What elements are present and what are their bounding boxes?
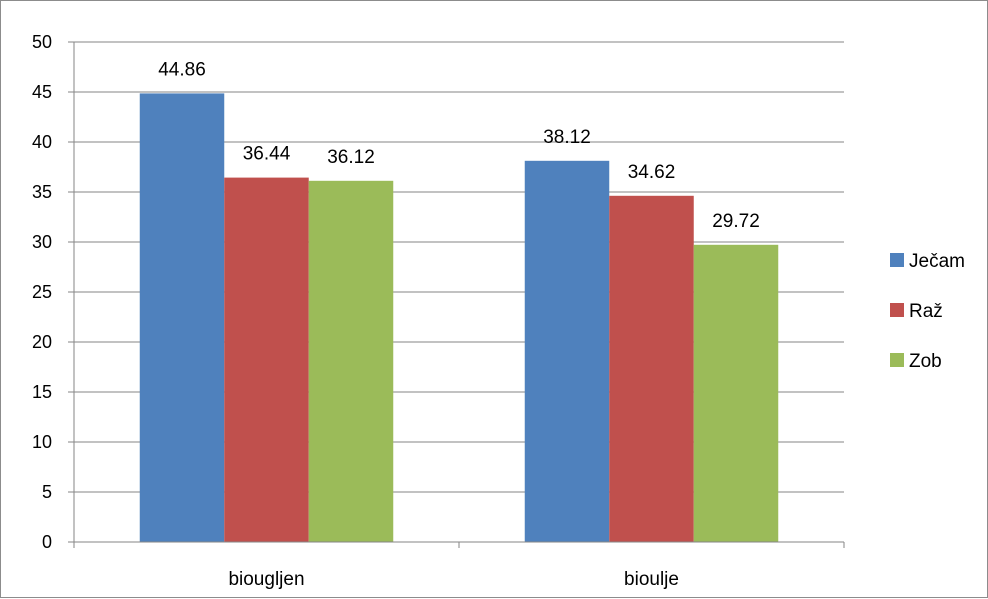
y-tick-label: 50	[32, 32, 52, 52]
legend-label: Raž	[909, 301, 943, 322]
y-tick-label: 0	[42, 532, 52, 552]
y-tick-label: 10	[32, 432, 52, 452]
data-label: 36.12	[327, 147, 375, 168]
y-tick-label: 25	[32, 282, 52, 302]
legend-swatch	[890, 253, 904, 267]
y-tick-label: 15	[32, 382, 52, 402]
legend: Ječam Raž Zob	[890, 251, 965, 372]
data-label: 36.44	[243, 144, 291, 165]
legend-label: Zob	[909, 351, 942, 372]
y-tick-label: 20	[32, 332, 52, 352]
axes	[68, 41, 845, 548]
data-label: 34.62	[628, 162, 676, 183]
bar	[224, 177, 309, 542]
legend-swatch	[890, 353, 904, 367]
x-category-label: bioulje	[624, 569, 679, 590]
data-label: 38.12	[543, 127, 591, 148]
data-label: 44.86	[158, 59, 206, 80]
bar	[139, 93, 225, 543]
bar	[308, 180, 394, 543]
legend-swatch	[890, 303, 904, 317]
data-label: 29.72	[712, 211, 760, 232]
bar	[693, 244, 779, 543]
labels: 0 5 10 15 20 25 30 35 40 45 50 44.86 36.44 36.12 bioug…	[32, 32, 760, 590]
legend-label: Ječam	[909, 251, 965, 272]
y-tick-label: 45	[32, 82, 52, 102]
bar	[609, 195, 694, 543]
y-tick-label: 35	[32, 182, 52, 202]
bar	[524, 160, 610, 543]
bars	[139, 93, 779, 543]
y-tick-label: 5	[42, 482, 52, 502]
y-tick-label: 30	[32, 232, 52, 252]
x-category-label: biougljen	[228, 569, 304, 590]
y-tick-label: 40	[32, 132, 52, 152]
